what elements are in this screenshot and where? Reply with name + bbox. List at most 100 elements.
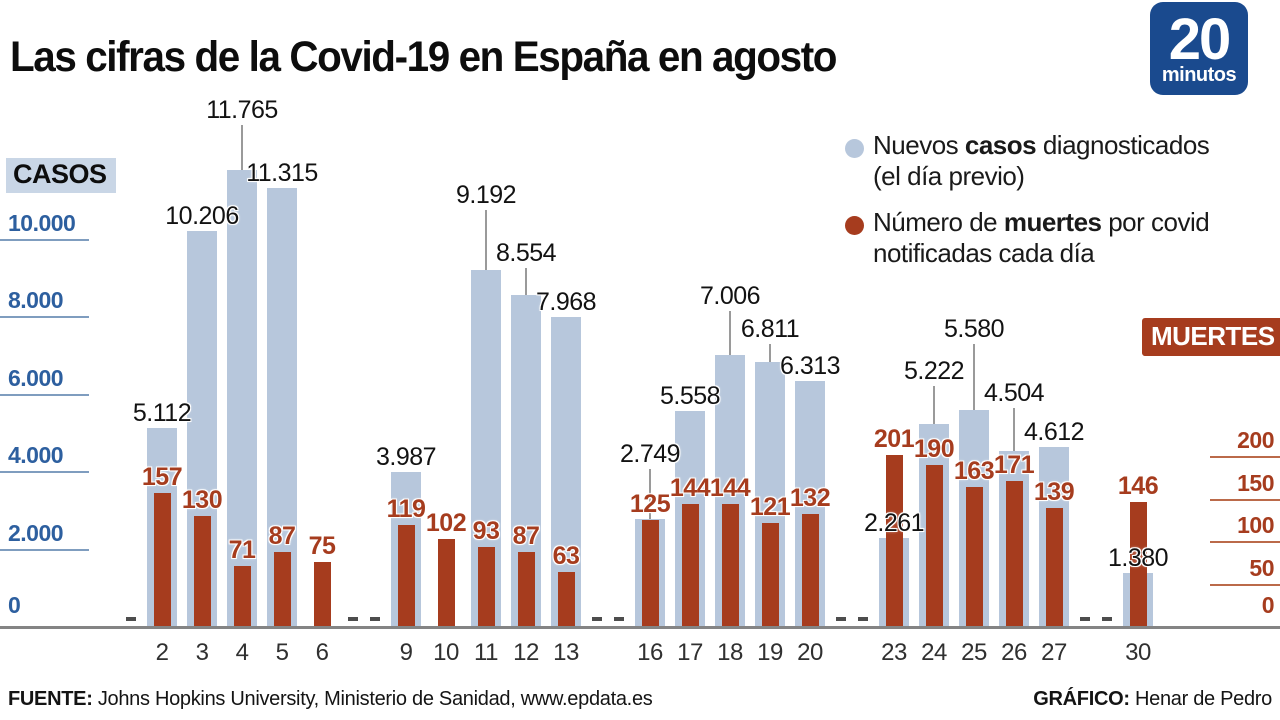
deaths-bar-day-19 [762,523,779,626]
cases-tick-line-2000 [0,549,89,551]
deaths-value-day-3: 130 [181,486,223,514]
cases-value-day-16: 2.749 [619,440,681,468]
deaths-value-day-16: 125 [629,490,671,518]
x-tick-day-13: 13 [553,639,579,666]
x-tick-day-12: 12 [513,639,539,666]
deaths-bar-day-3 [194,516,211,627]
x-tick-day-6: 6 [315,639,329,666]
deaths-value-day-23: 201 [873,425,915,453]
x-axis-baseline [0,626,1280,629]
source-label: FUENTE: [8,688,93,710]
no-data-dash-day-8 [370,617,380,621]
deaths-bar-day-4 [234,566,251,626]
legend-deaths-dot [845,216,864,235]
deaths-bar-day-5 [274,552,291,626]
cases-tick-label-0: 0 [8,592,21,618]
cases-value-day-25: 5.580 [943,315,1005,343]
cases-value-day-11: 9.192 [455,181,517,209]
cases-tick-label-6000: 6.000 [8,365,64,391]
deaths-bar-day-9 [398,525,415,626]
deaths-bar-day-25 [966,487,983,626]
legend-deaths-text-post: por covid [1101,207,1210,237]
cases-value-day-19: 6.811 [740,315,800,343]
x-tick-day-19: 19 [757,639,783,666]
cases-tick-label-4000: 4.000 [8,442,64,468]
deaths-bar-day-6 [314,562,331,626]
deaths-value-day-25: 163 [953,457,995,485]
cases-value-day-5: 11.315 [246,159,318,187]
cases-value-day-18: 7.006 [699,282,761,310]
cases-tick-label-8000: 8.000 [8,287,64,313]
deaths-value-day-19: 121 [749,493,791,521]
x-tick-day-24: 24 [921,639,947,666]
x-tick-day-16: 16 [637,639,663,666]
20minutos-logo: 20 minutos [1150,2,1248,95]
deaths-tick-label-50: 50 [1249,555,1274,581]
deaths-value-day-9: 119 [386,495,426,523]
cases-value-day-3: 10.206 [165,202,239,230]
deaths-bar-day-16 [642,520,659,626]
label-leader-day-24 [933,386,935,424]
graphic-credit: GRÁFICO: Henar de Pedro [1033,688,1272,711]
x-tick-day-5: 5 [275,639,289,666]
deaths-tick-line-100 [1210,541,1280,543]
deaths-tick-line-150 [1210,499,1280,501]
logo-number: 20 [1168,6,1231,72]
x-tick-day-4: 4 [235,639,249,666]
source-text: Johns Hopkins University, Ministerio de … [92,688,653,710]
deaths-value-day-2: 157 [141,463,183,491]
x-tick-day-10: 10 [433,639,459,666]
cases-value-day-20: 6.313 [779,352,841,380]
deaths-tick-label-100: 100 [1237,512,1274,538]
deaths-bar-day-18 [722,504,739,626]
deaths-value-day-6: 75 [308,532,336,560]
label-leader-day-26 [1013,408,1015,451]
label-leader-day-25 [973,344,975,410]
deaths-bar-day-26 [1006,481,1023,626]
legend-cases-dot [845,139,864,158]
logo-word: minutos [1161,63,1237,86]
deaths-value-day-18: 144 [709,474,751,502]
legend-cases-text-pre: Nuevos [873,130,965,160]
cases-tick-line-4000 [0,471,89,473]
cases-tick-line-6000 [0,394,89,396]
deaths-value-day-26: 171 [993,451,1035,479]
legend-deaths-text-bold: muertes [1003,207,1102,237]
deaths-axis-title: MUERTES [1142,318,1280,356]
cases-value-day-9: 3.987 [375,443,437,471]
deaths-bar-day-11 [478,547,495,626]
cases-tick-label-2000: 2.000 [8,520,64,546]
deaths-value-day-24: 190 [913,435,955,463]
deaths-value-day-11: 93 [472,517,500,545]
cases-value-day-4: 11.765 [206,96,278,124]
legend-cases-line2: (el día previo) [873,161,1025,191]
label-leader-day-19 [769,344,771,362]
no-data-dash-day-22 [858,617,868,621]
x-tick-day-23: 23 [881,639,907,666]
no-data-dash-day-7 [348,617,358,621]
no-data-dash-day-14 [592,617,602,621]
deaths-value-day-5: 87 [268,522,296,550]
deaths-value-day-4: 71 [228,536,256,564]
x-tick-day-20: 20 [797,639,823,666]
credit-label: GRÁFICO: [1033,688,1130,710]
cases-value-day-17: 5.558 [659,382,721,410]
label-leader-day-18 [729,311,731,355]
legend-item-deaths: Número de muertes por covid notificadas … [873,207,1273,269]
deaths-bar-day-17 [682,504,699,626]
cases-value-day-12: 8.554 [495,239,557,267]
cases-value-day-24: 5.222 [903,357,965,385]
no-data-dash-day-29 [1102,617,1112,621]
x-tick-day-9: 9 [399,639,413,666]
cases-value-day-27: 4.612 [1023,418,1085,446]
no-data-dash-day-28 [1080,617,1090,621]
no-data-dash-day-21 [836,617,846,621]
deaths-bar-day-13 [558,572,575,626]
deaths-bar-day-24 [926,465,943,627]
label-leader-day-12 [525,268,527,295]
credit-text: Henar de Pedro [1129,688,1272,710]
x-tick-day-25: 25 [961,639,987,666]
deaths-value-day-17: 144 [669,474,711,502]
deaths-bar-day-23 [886,455,903,626]
